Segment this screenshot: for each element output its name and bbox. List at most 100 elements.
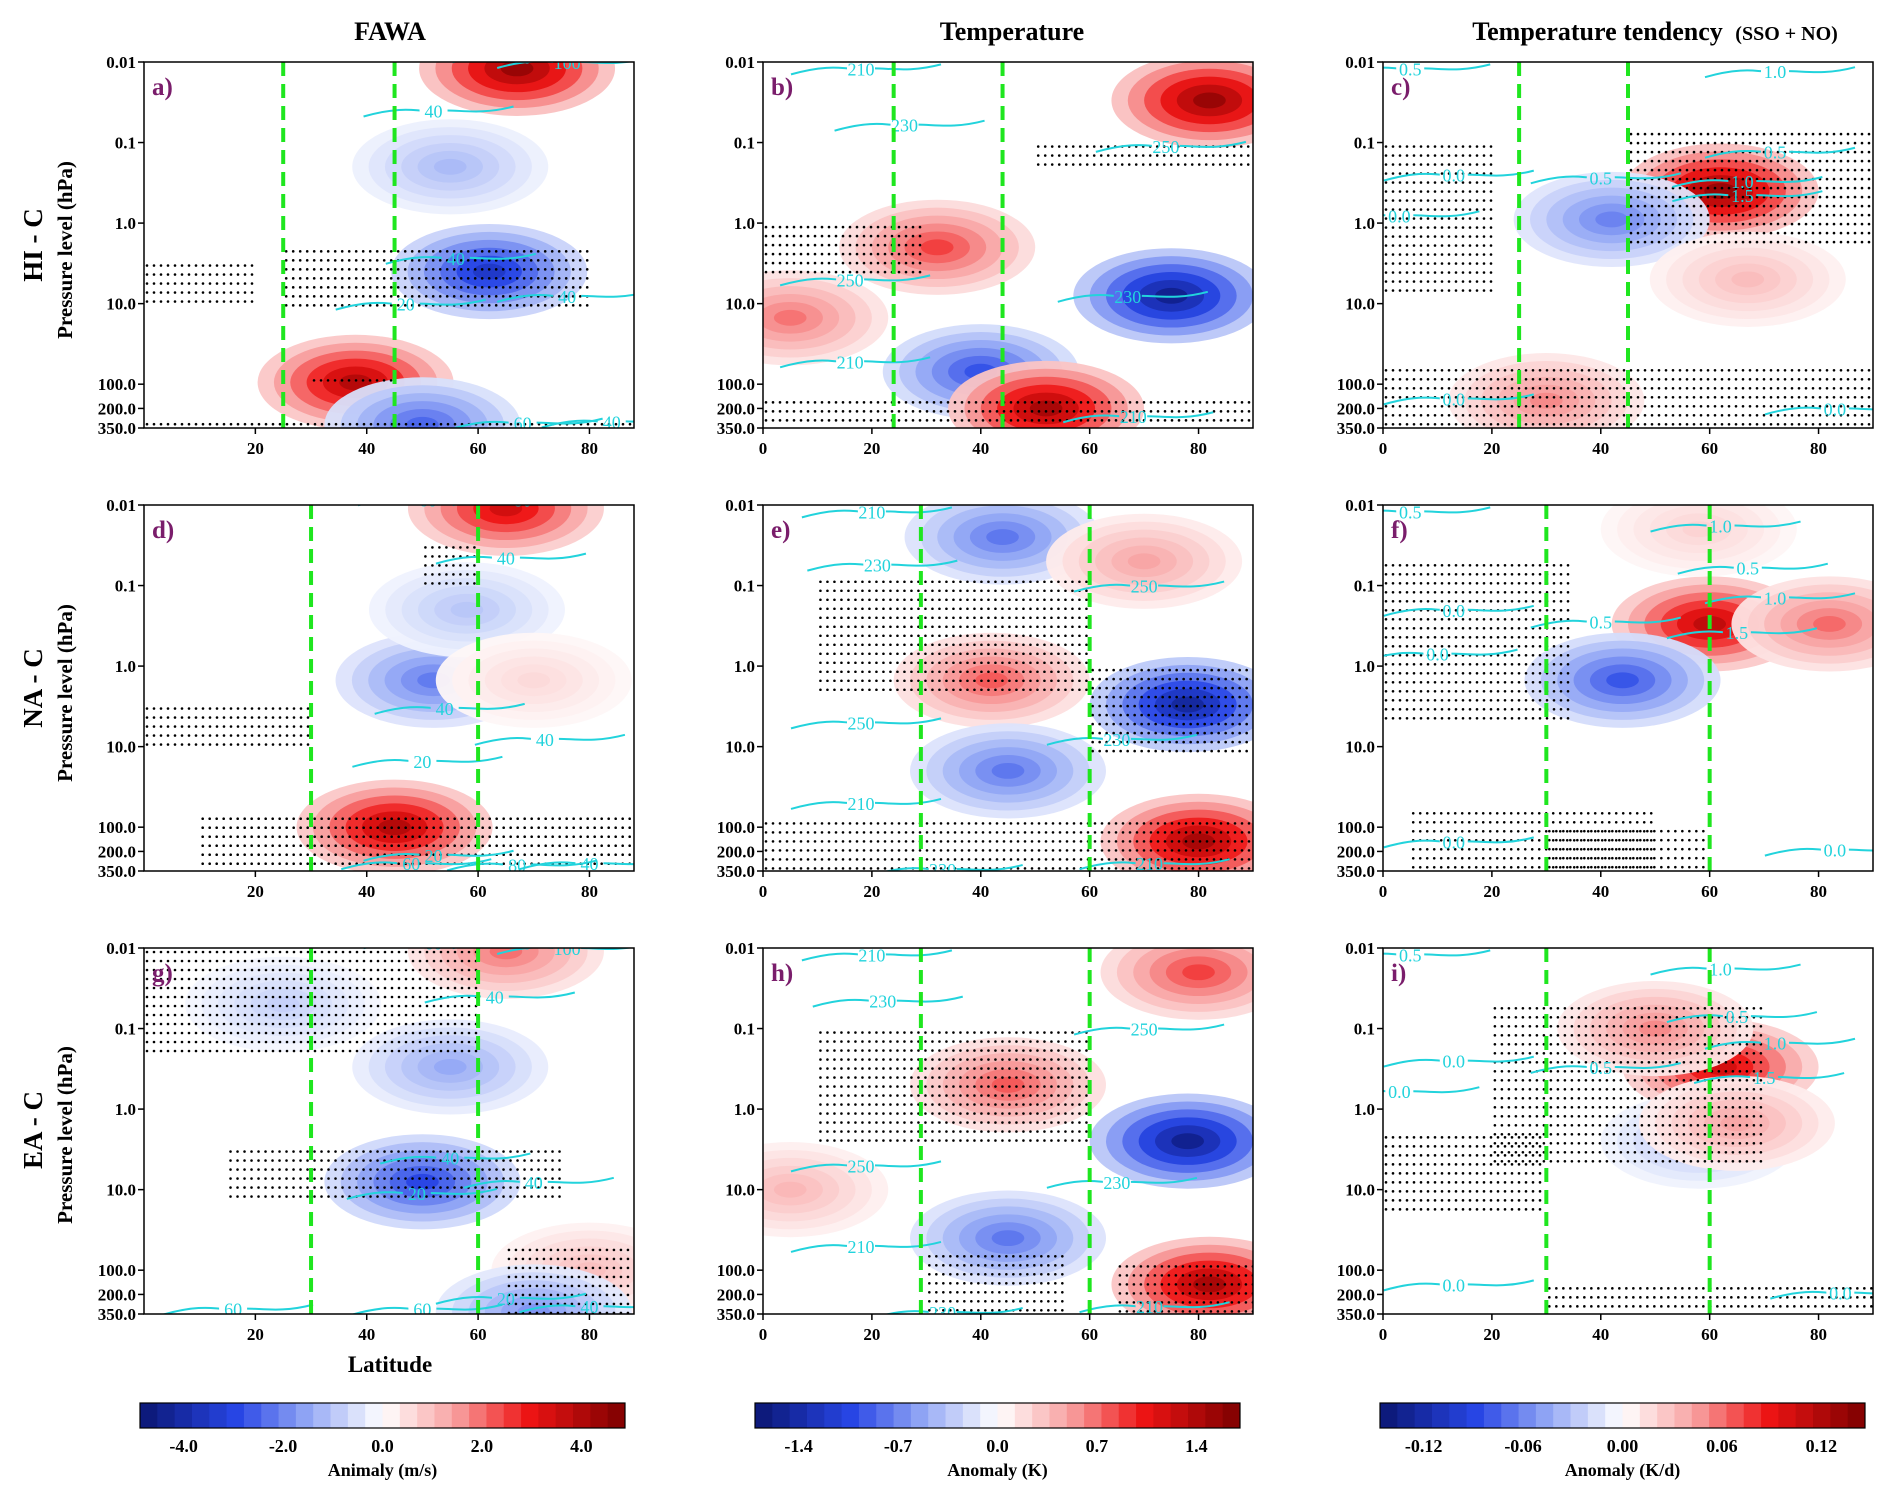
- contour-line: [1848, 848, 1873, 852]
- contour-line: [496, 294, 554, 303]
- contour-line: [1383, 1058, 1440, 1068]
- anomaly-blob-2: [1649, 231, 1846, 327]
- stipple-1: [819, 580, 1088, 692]
- y-tick-label: 200.0: [98, 1285, 136, 1304]
- anomaly-blob-0: [1111, 62, 1253, 148]
- stipple-0: [1493, 1006, 1763, 1163]
- stipple-2: [145, 264, 254, 303]
- contour-line: [1650, 966, 1707, 976]
- contour-label: 250: [1152, 137, 1179, 157]
- x-tick-label: 80: [581, 439, 598, 458]
- colorbar-segment: [1605, 1403, 1623, 1428]
- anomaly-blob-2: [352, 1019, 549, 1115]
- contour-line: [1073, 583, 1131, 593]
- contour-label: 40: [425, 101, 443, 121]
- x-tick-label: 20: [247, 439, 264, 458]
- contour-label: 1.5: [1731, 186, 1754, 206]
- contour-label: 0.0: [1443, 601, 1466, 621]
- contour-line: [1046, 737, 1103, 746]
- contour-line: [1424, 949, 1491, 957]
- contour-line: [435, 1296, 492, 1305]
- contour-label: 20: [413, 752, 431, 772]
- contour-label: 80: [514, 933, 532, 953]
- contour-line: [496, 948, 554, 955]
- contour-line: [1750, 1011, 1818, 1019]
- contour-line: [452, 420, 509, 428]
- y-tick-label: 0.1: [1354, 577, 1375, 596]
- colorbar-segment: [1813, 1403, 1831, 1428]
- y-tick-label: 350.0: [717, 419, 755, 438]
- contour-line: [603, 1305, 634, 1309]
- y-tick-label: 0.1: [734, 577, 755, 596]
- contour-line: [363, 108, 420, 118]
- panel-frame: [143, 504, 635, 872]
- contour-line: [807, 562, 864, 572]
- colorbar-segment: [1431, 1403, 1450, 1428]
- contour-label: 60: [413, 1300, 431, 1320]
- colorbar-segment: [347, 1403, 366, 1428]
- stipple-0: [819, 1031, 1088, 1142]
- contour-label: 40: [497, 549, 515, 569]
- colorbar-segment: [980, 1403, 998, 1428]
- panel-frame: [1382, 61, 1874, 429]
- contour-line: [447, 849, 514, 857]
- x-tick-label: 40: [972, 1325, 989, 1344]
- contour-line: [1734, 963, 1801, 971]
- y-tick-label: 100.0: [717, 375, 755, 394]
- contour-line: [790, 66, 848, 76]
- panel-f: 0.51.00.51.01.50.50.00.00.00.0f)0.010.11…: [1337, 496, 1874, 901]
- stipple-1: [928, 1255, 1064, 1312]
- stipple-2: [507, 1248, 630, 1314]
- contour-line: [1693, 1075, 1751, 1085]
- colorbar-segment: [1639, 1403, 1658, 1428]
- anomaly-blob-1: [893, 632, 1090, 728]
- contour-line: [1163, 858, 1230, 866]
- colorbar-segment: [772, 1403, 791, 1428]
- anomaly-blob-3: [1600, 505, 1797, 577]
- colorbar-segment: [1761, 1403, 1779, 1428]
- contour-line: [1614, 616, 1682, 624]
- contour-label: 250: [1131, 1020, 1158, 1040]
- contour-line: [247, 1303, 314, 1311]
- contour-line: [1467, 836, 1535, 844]
- contour-line: [864, 274, 931, 282]
- contour-label: 20: [408, 1184, 426, 1204]
- stipple-2: [1091, 668, 1248, 753]
- contour-line: [1650, 523, 1707, 533]
- contour-line: [864, 356, 931, 364]
- y-tick-label: 0.01: [1345, 939, 1375, 958]
- x-tick-label: 80: [1810, 882, 1827, 901]
- x-tick-label: 40: [358, 1325, 375, 1344]
- stipple-0: [1384, 369, 1871, 426]
- colorbar-segment: [1136, 1403, 1154, 1428]
- y-tick-label: 100.0: [98, 375, 136, 394]
- contour-line: [1073, 1026, 1131, 1036]
- contour-line: [1383, 214, 1386, 217]
- contour-line: [1179, 140, 1247, 148]
- colorbar-segment: [1726, 1403, 1745, 1428]
- y-tick-label: 1.0: [115, 214, 136, 233]
- contour-line: [1383, 172, 1440, 182]
- y-tick-label: 200.0: [1337, 399, 1375, 418]
- colorbar-segment: [1587, 1403, 1606, 1428]
- contour-line: [447, 105, 514, 113]
- contour-line: [1756, 176, 1823, 183]
- y-tick-label: 10.0: [1345, 1181, 1375, 1200]
- contour-label: 0.5: [1399, 502, 1422, 522]
- x-tick-label: 0: [759, 439, 768, 458]
- colorbar-frame: [1379, 1402, 1866, 1429]
- y-tick-label: 350.0: [717, 1305, 755, 1324]
- colorbar-segment: [858, 1403, 877, 1428]
- contour-line: [1062, 414, 1120, 424]
- contour-line: [1788, 66, 1856, 74]
- contour-line: [1046, 1180, 1103, 1189]
- x-tick-label: 40: [1592, 1325, 1609, 1344]
- colorbar-segment: [789, 1403, 808, 1428]
- contour-line: [352, 1306, 409, 1314]
- colorbar-label: Animaly (m/s): [328, 1460, 438, 1481]
- y-tick-label: 10.0: [1345, 295, 1375, 314]
- contour-line: [537, 52, 603, 57]
- contour-label: 20: [497, 1289, 515, 1309]
- colorbar-segment: [1084, 1403, 1102, 1428]
- anomaly-blob-0: [1100, 948, 1253, 1020]
